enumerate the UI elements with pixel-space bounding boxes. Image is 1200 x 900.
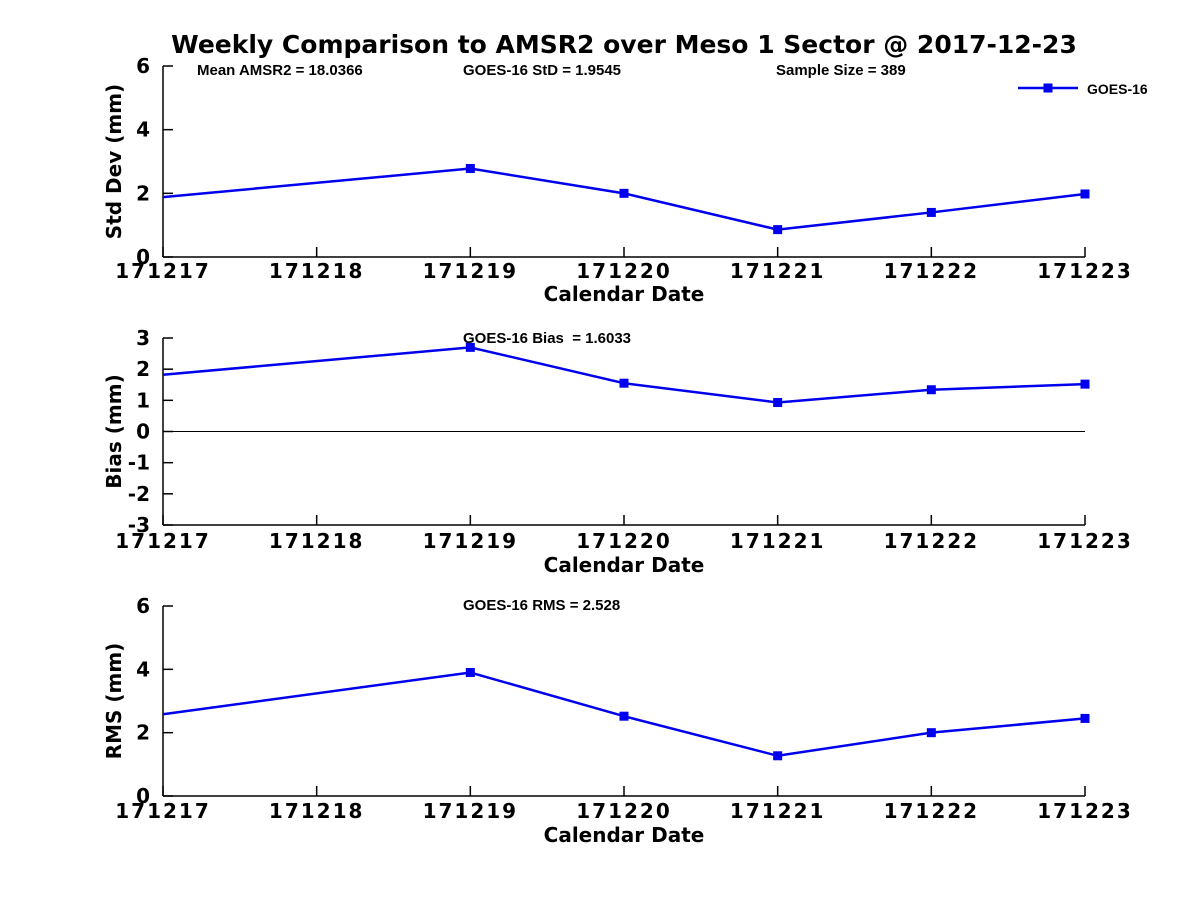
- legend: GOES-16: [1018, 81, 1148, 97]
- annotation: GOES-16 Bias = 1.6033: [463, 330, 631, 347]
- data-point-marker: [619, 188, 629, 198]
- y-tick-label: 6: [136, 54, 150, 78]
- series-line-goes-16: [162, 167, 1086, 231]
- y-axis-label: Std Dev (mm): [102, 84, 126, 239]
- y-tick-label: 4: [136, 118, 150, 142]
- y-tick-label: -1: [128, 451, 150, 475]
- x-tick-label: 171221: [730, 259, 826, 283]
- data-point-marker: [773, 398, 783, 408]
- x-tick-label: 171223: [1037, 259, 1133, 283]
- y-tick-label: 2: [136, 721, 150, 745]
- figure-title: Weekly Comparison to AMSR2 over Meso 1 S…: [171, 30, 1077, 59]
- y-tick-label: 2: [136, 357, 150, 381]
- x-tick-label: 171217: [115, 259, 211, 283]
- data-point-marker: [1080, 189, 1090, 199]
- x-tick-label: 171223: [1037, 529, 1133, 553]
- y-tick-label: 6: [136, 594, 150, 618]
- annotation: Sample Size = 389: [776, 62, 906, 79]
- y-axis-label: Bias (mm): [102, 374, 126, 488]
- x-tick-label: 171219: [423, 799, 519, 823]
- data-point-marker: [1080, 379, 1090, 389]
- x-tick-label: 171222: [884, 799, 980, 823]
- data-point-marker: [773, 751, 783, 761]
- x-tick-label: 171219: [423, 259, 519, 283]
- subplot-rms: 0 2 4 6 171217 171218 171219 171220 171221 171222…: [102, 594, 1133, 847]
- x-tick-label: 171217: [115, 529, 211, 553]
- x-axis-label: Calendar Date: [544, 553, 705, 577]
- data-point-marker: [465, 668, 475, 677]
- annotation: GOES-16 RMS = 2.528: [463, 597, 620, 614]
- x-tick-label: 171223: [1037, 799, 1133, 823]
- data-point-marker: [926, 385, 936, 395]
- y-tick-label: 0: [136, 245, 150, 269]
- data-point-marker: [465, 342, 475, 352]
- y-axis-label: RMS (mm): [102, 643, 126, 760]
- annotation: Mean AMSR2 = 18.0366: [197, 62, 363, 79]
- x-tick-label: 171220: [576, 529, 672, 553]
- subplot-bias: -3 -2 -1 0 1 2 3 171217 171218 171219 171220 171221…: [102, 326, 1133, 577]
- data-point-marker: [773, 225, 783, 235]
- legend-marker: [1043, 83, 1053, 93]
- x-axis-label: Calendar Date: [544, 823, 705, 847]
- x-tick-label: 171218: [269, 259, 365, 283]
- x-axis-label: Calendar Date: [544, 282, 705, 306]
- data-point-marker: [619, 711, 629, 721]
- series-line-goes-16: [162, 671, 1086, 758]
- y-tick-label: 0: [136, 420, 150, 444]
- x-tick-label: 171218: [269, 799, 365, 823]
- y-tick-label: -2: [128, 482, 150, 506]
- data-point-marker: [926, 207, 936, 217]
- series-line-goes-16: [162, 346, 1086, 404]
- y-tick-label: 3: [136, 326, 150, 350]
- x-tick-label: 171220: [576, 259, 672, 283]
- subplots-group: 0 2 4 6 171217 171218 171219 171220 171221 171222…: [102, 54, 1148, 847]
- y-tick-label: -3: [128, 513, 150, 537]
- x-tick-label: 171220: [576, 799, 672, 823]
- x-tick-label: 171222: [884, 529, 980, 553]
- subplot-std-dev: 0 2 4 6 171217 171218 171219 171220 171221 171222…: [102, 54, 1148, 306]
- x-tick-label: 171221: [730, 799, 826, 823]
- x-tick-label: 171221: [730, 529, 826, 553]
- annotation: GOES-16 StD = 1.9545: [463, 62, 621, 79]
- y-tick-label: 2: [136, 181, 150, 205]
- legend-label: GOES-16: [1087, 81, 1148, 97]
- y-tick-label: 1: [136, 388, 150, 412]
- data-point-marker: [1080, 713, 1090, 723]
- data-point-marker: [465, 164, 475, 174]
- x-tick-label: 171218: [269, 529, 365, 553]
- x-tick-label: 171219: [423, 529, 519, 553]
- data-point-marker: [619, 378, 629, 388]
- y-tick-label: 0: [136, 784, 150, 808]
- data-point-marker: [926, 728, 936, 738]
- x-tick-label: 171222: [884, 259, 980, 283]
- y-tick-label: 4: [136, 657, 150, 681]
- x-tick-label: 171217: [115, 799, 211, 823]
